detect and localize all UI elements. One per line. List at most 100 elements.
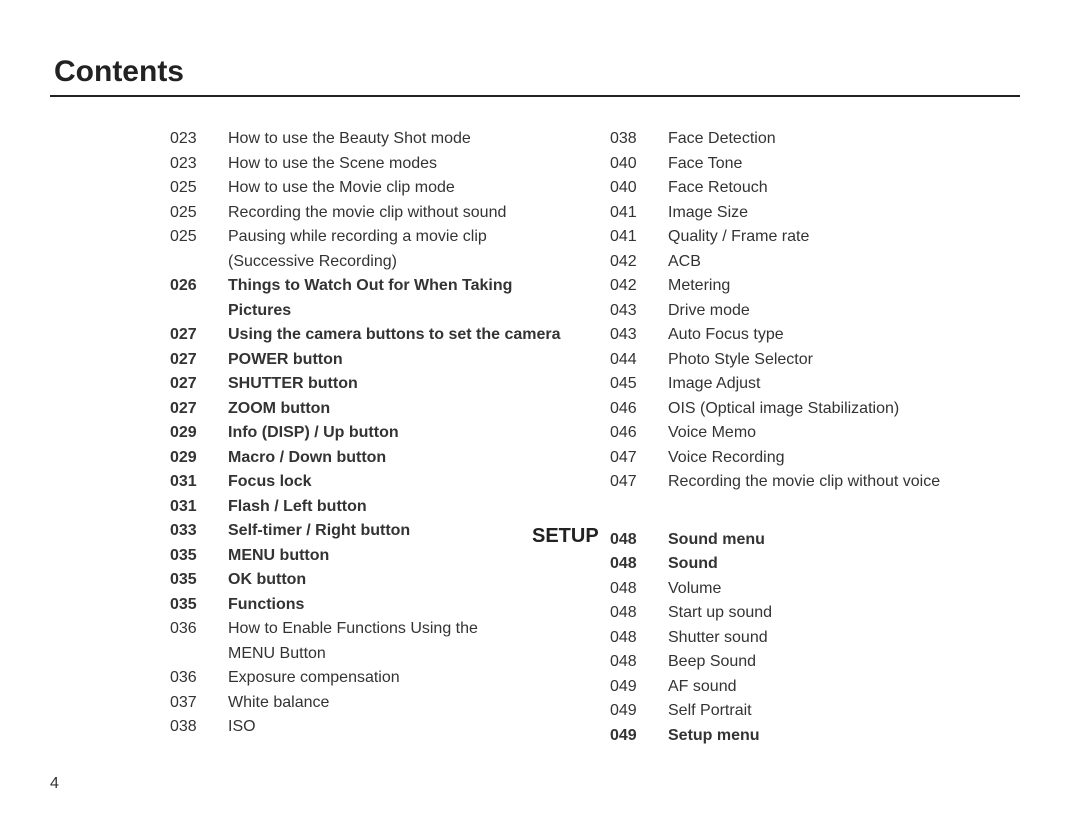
toc-entry: 047Voice Recording xyxy=(610,446,1020,471)
toc-label: How to use the Movie clip mode xyxy=(228,176,580,201)
toc-page-number: 029 xyxy=(170,421,228,446)
toc-label: Focus lock xyxy=(228,470,580,495)
toc-entry: 048Shutter sound xyxy=(610,626,1020,651)
toc-page-number: 035 xyxy=(170,593,228,618)
toc-entry: 042Metering xyxy=(610,274,1020,299)
toc-label: Recording the movie clip without voice xyxy=(668,470,1020,495)
toc-entry: 048Sound menu xyxy=(610,528,1020,553)
toc-page-number: 027 xyxy=(170,372,228,397)
toc-entry: 038Face Detection xyxy=(610,127,1020,152)
toc-page-number: 036 xyxy=(170,617,228,642)
toc-page-number: 043 xyxy=(610,323,668,348)
toc-entry: 025Recording the movie clip without soun… xyxy=(170,201,580,226)
toc-entry: 037White balance xyxy=(170,691,580,716)
toc-label: OIS (Optical image Stabilization) xyxy=(668,397,1020,422)
toc-page-number: 035 xyxy=(170,544,228,569)
toc-entry: 027SHUTTER button xyxy=(170,372,580,397)
toc-entry: 029Info (DISP) / Up button xyxy=(170,421,580,446)
toc-entry: 040Face Retouch xyxy=(610,176,1020,201)
toc-page-number: 042 xyxy=(610,274,668,299)
toc-label: Face Retouch xyxy=(668,176,1020,201)
column-left: 023How to use the Beauty Shot mode023How… xyxy=(170,127,580,748)
toc-label: Drive mode xyxy=(668,299,1020,324)
toc-page-number: 029 xyxy=(170,446,228,471)
toc-label: Info (DISP) / Up button xyxy=(228,421,580,446)
contents-columns: 023How to use the Beauty Shot mode023How… xyxy=(50,127,1020,748)
toc-entry: 023How to use the Scene modes xyxy=(170,152,580,177)
toc-label: Face Tone xyxy=(668,152,1020,177)
toc-label: ZOOM button xyxy=(228,397,580,422)
toc-page-number: 036 xyxy=(170,666,228,691)
toc-entry: 033Self-timer / Right button xyxy=(170,519,580,544)
toc-entry: 046OIS (Optical image Stabilization) xyxy=(610,397,1020,422)
toc-page-number: 040 xyxy=(610,152,668,177)
toc-page-number: 031 xyxy=(170,495,228,520)
toc-entry: 036How to Enable Functions Using the xyxy=(170,617,580,642)
toc-entry: 040Face Tone xyxy=(610,152,1020,177)
toc-label: Beep Sound xyxy=(668,650,1020,675)
toc-entry: 035MENU button xyxy=(170,544,580,569)
toc-page-number: 048 xyxy=(610,650,668,675)
toc-label: Things to Watch Out for When Taking xyxy=(228,274,580,299)
toc-label: Quality / Frame rate xyxy=(668,225,1020,250)
toc-page-number: 031 xyxy=(170,470,228,495)
toc-page-number xyxy=(170,299,228,324)
page-footer: 4 xyxy=(50,775,59,793)
toc-page-number: 027 xyxy=(170,323,228,348)
column-right-group-b: 048Sound menu048Sound048Volume048Start u… xyxy=(610,528,1020,749)
toc-label: Sound xyxy=(668,552,1020,577)
toc-page-number xyxy=(170,642,228,667)
toc-label: Image Adjust xyxy=(668,372,1020,397)
toc-label: Flash / Left button xyxy=(228,495,580,520)
toc-label: POWER button xyxy=(228,348,580,373)
toc-label: Photo Style Selector xyxy=(668,348,1020,373)
toc-entry: 047Recording the movie clip without voic… xyxy=(610,470,1020,495)
toc-entry: 049Self Portrait xyxy=(610,699,1020,724)
toc-entry: 044Photo Style Selector xyxy=(610,348,1020,373)
toc-page-number: 049 xyxy=(610,675,668,700)
toc-entry: 043Auto Focus type xyxy=(610,323,1020,348)
toc-page-number: 048 xyxy=(610,601,668,626)
toc-page-number: 023 xyxy=(170,152,228,177)
toc-label: Exposure compensation xyxy=(228,666,580,691)
column-right-group-a: 038Face Detection040Face Tone040Face Ret… xyxy=(610,127,1020,495)
toc-entry: 048Start up sound xyxy=(610,601,1020,626)
toc-label: Voice Recording xyxy=(668,446,1020,471)
toc-entry: MENU Button xyxy=(170,642,580,667)
toc-entry: 048Beep Sound xyxy=(610,650,1020,675)
toc-page-number: 048 xyxy=(610,577,668,602)
toc-page-number: 038 xyxy=(170,715,228,740)
toc-entry: 027POWER button xyxy=(170,348,580,373)
toc-entry: 035Functions xyxy=(170,593,580,618)
toc-page-number: 027 xyxy=(170,348,228,373)
toc-entry: 029Macro / Down button xyxy=(170,446,580,471)
toc-page-number: 043 xyxy=(610,299,668,324)
toc-page-number: 046 xyxy=(610,421,668,446)
toc-label: Voice Memo xyxy=(668,421,1020,446)
toc-label: Setup menu xyxy=(668,724,1020,749)
toc-label: Self-timer / Right button xyxy=(228,519,580,544)
section-label-setup: SETUP xyxy=(532,525,599,548)
toc-entry: 042ACB xyxy=(610,250,1020,275)
toc-entry: 025How to use the Movie clip mode xyxy=(170,176,580,201)
toc-label: Macro / Down button xyxy=(228,446,580,471)
toc-page-number: 048 xyxy=(610,552,668,577)
toc-entry: 025Pausing while recording a movie clip xyxy=(170,225,580,250)
toc-page-number: 049 xyxy=(610,699,668,724)
toc-page-number xyxy=(170,250,228,275)
toc-label: How to Enable Functions Using the xyxy=(228,617,580,642)
toc-label: MENU Button xyxy=(228,642,580,667)
toc-page-number: 044 xyxy=(610,348,668,373)
toc-label: How to use the Scene modes xyxy=(228,152,580,177)
toc-entry: 031Focus lock xyxy=(170,470,580,495)
toc-label: Pausing while recording a movie clip xyxy=(228,225,580,250)
toc-label: Start up sound xyxy=(668,601,1020,626)
toc-label: Volume xyxy=(668,577,1020,602)
toc-entry: 041Quality / Frame rate xyxy=(610,225,1020,250)
toc-page-number: 041 xyxy=(610,201,668,226)
toc-label: Functions xyxy=(228,593,580,618)
toc-entry: 049Setup menu xyxy=(610,724,1020,749)
toc-page-number: 038 xyxy=(610,127,668,152)
toc-entry: 027ZOOM button xyxy=(170,397,580,422)
toc-page-number: 037 xyxy=(170,691,228,716)
